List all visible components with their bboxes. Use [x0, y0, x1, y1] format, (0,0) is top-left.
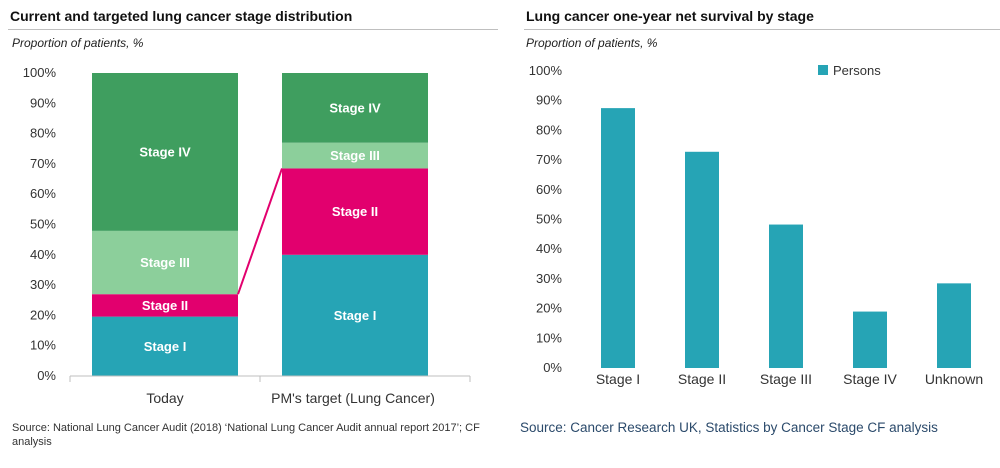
segment-label-stage-i: Stage I [144, 339, 187, 354]
left-y-tick-label: 60% [30, 186, 56, 201]
segment-label-stage-iv: Stage IV [139, 144, 191, 159]
survival-bar-stage-i [601, 108, 635, 368]
stacked-bar-segment-stage-ii-pm-s-target-lung-cancer [282, 168, 428, 255]
right-y-tick-label: 60% [536, 182, 562, 197]
survival-bar-stage-iv [853, 311, 887, 368]
right-source-note: Source: Cancer Research UK, Statistics b… [520, 420, 938, 435]
legend-swatch-persons [818, 65, 828, 75]
right-chart-subtitle: Proportion of patients, % [526, 36, 658, 50]
left-title-divider [8, 29, 498, 30]
left-y-tick-label: 30% [30, 277, 56, 292]
segment-label-stage-ii: Stage II [332, 204, 378, 219]
stacked-bar-segment-stage-ii-today [92, 294, 238, 317]
right-y-tick-label: 100% [529, 63, 563, 78]
left-y-tick-label: 20% [30, 307, 56, 322]
stage-ii-connector-line [237, 168, 283, 295]
right-title-divider [524, 29, 1000, 30]
right-y-tick-label: 20% [536, 301, 562, 316]
right-y-tick-label: 90% [536, 93, 562, 108]
right-y-tick-label: 0% [543, 360, 562, 375]
stacked-bar-segment-stage-iii-today [92, 230, 238, 295]
left-y-tick-label: 0% [37, 368, 56, 383]
stacked-bar-segment-stage-iii-pm-s-target-lung-cancer [282, 142, 428, 169]
right-y-tick-label: 40% [536, 241, 562, 256]
right-y-tick-label: 30% [536, 271, 562, 286]
survival-bar-chart: 0% 10% 20% 30% 40% 50% 60% 70% 80% 90% 100% Stage I… [529, 63, 983, 387]
stacked-bar-segment-stage-iv-pm-s-target-lung-cancer [282, 73, 428, 143]
right-x-category-label: Stage IV [843, 371, 897, 387]
right-chart-panel: Lung cancer one-year net survival by sta… [512, 0, 1000, 468]
segment-label-stage-i: Stage I [334, 308, 377, 323]
stacked-bar-segment-stage-i-pm-s-target-lung-cancer [282, 254, 428, 376]
left-y-tick-label: 40% [30, 247, 56, 262]
left-x-category-label: PM's target (Lung Cancer) [271, 390, 435, 406]
left-y-tick-label: 70% [30, 156, 56, 171]
stacked-bar-segment-stage-i-today [92, 316, 238, 376]
left-y-tick-label: 100% [23, 65, 57, 80]
left-x-category-label: Today [146, 390, 183, 406]
right-x-category-label: Unknown [925, 371, 983, 387]
segment-label-stage-iii: Stage III [140, 255, 190, 270]
left-y-tick-label: 10% [30, 338, 56, 353]
segment-label-stage-iii: Stage III [330, 148, 380, 163]
survival-bar-stage-ii [685, 151, 719, 368]
left-y-tick-label: 80% [30, 126, 56, 141]
segment-label-stage-ii: Stage II [142, 298, 188, 313]
left-y-tick-label: 90% [30, 95, 56, 110]
right-y-tick-label: 80% [536, 122, 562, 137]
left-chart-title: Current and targeted lung cancer stage d… [10, 8, 353, 24]
survival-bar-unknown [937, 283, 971, 368]
right-y-tick-label: 10% [536, 330, 562, 345]
stacked-bar-segment-stage-iv-today [92, 73, 238, 231]
right-x-category-label: Stage II [678, 371, 726, 387]
segment-label-stage-iv: Stage IV [329, 100, 381, 115]
left-source-note: Source: National Lung Cancer Audit (2018… [12, 422, 480, 448]
stacked-bar-chart: 0% 10% 20% 30% 40% 50% 60% 70% 80% 90% 100% Stage I… [23, 65, 471, 406]
right-chart-title: Lung cancer one-year net survival by sta… [526, 8, 814, 24]
legend-label-persons: Persons [833, 63, 881, 78]
left-chart-subtitle: Proportion of patients, % [12, 36, 144, 50]
left-chart-panel: Current and targeted lung cancer stage d… [8, 8, 498, 448]
left-y-tick-label: 50% [30, 217, 56, 232]
right-y-tick-label: 50% [536, 212, 562, 227]
right-x-category-label: Stage I [596, 371, 640, 387]
survival-bar-stage-iii [769, 224, 803, 368]
right-x-category-label: Stage III [760, 371, 812, 387]
right-y-tick-label: 70% [536, 152, 562, 167]
